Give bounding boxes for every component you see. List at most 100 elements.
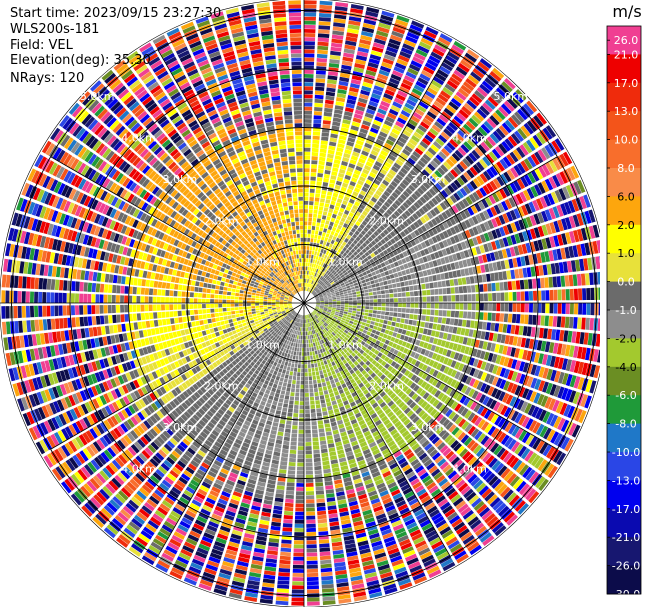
range-gate <box>337 286 342 290</box>
range-gate <box>306 540 317 545</box>
range-gate <box>341 123 350 129</box>
range-gate <box>365 392 372 399</box>
range-gate <box>330 320 335 325</box>
range-gate <box>429 537 441 546</box>
range-gate <box>292 577 304 582</box>
range-gate <box>513 245 520 256</box>
range-gate <box>470 71 482 82</box>
range-gate <box>398 401 406 409</box>
range-gate <box>553 289 558 301</box>
range-gate <box>318 280 322 284</box>
range-gate <box>506 473 517 485</box>
range-gate <box>371 217 377 224</box>
range-gate <box>289 400 294 405</box>
range-gate <box>298 339 301 344</box>
range-gate <box>304 172 310 177</box>
range-gate <box>426 430 435 439</box>
range-gate <box>343 353 348 359</box>
range-gate <box>335 311 340 314</box>
range-gate <box>397 372 404 380</box>
range-gate <box>281 539 292 544</box>
range-gate <box>525 242 532 253</box>
range-gate <box>304 384 309 389</box>
range-gate <box>330 338 335 343</box>
range-gate <box>308 258 311 263</box>
range-gate <box>404 280 409 286</box>
range-gate <box>315 305 320 307</box>
range-gate <box>328 317 333 321</box>
range-gate <box>304 205 309 209</box>
range-gate <box>326 336 331 341</box>
range-gate <box>454 403 462 412</box>
range-gate <box>492 303 497 311</box>
range-gate <box>306 343 309 348</box>
range-gate <box>311 367 315 372</box>
range-gate <box>355 326 360 331</box>
range-gate <box>347 167 354 173</box>
range-gate <box>415 339 421 346</box>
range-gate <box>314 98 324 104</box>
range-gate <box>464 386 472 396</box>
range-gate <box>520 291 525 301</box>
range-gate <box>317 45 329 51</box>
range-gate <box>270 463 279 469</box>
range-gate <box>487 411 496 422</box>
range-gate <box>355 236 361 242</box>
range-gate <box>546 264 552 275</box>
range-gate <box>463 311 468 319</box>
range-gate <box>408 196 416 204</box>
range-gate <box>359 190 367 196</box>
range-gate <box>360 35 373 42</box>
range-gate <box>387 425 396 433</box>
range-gate <box>305 433 312 438</box>
range-gate <box>484 513 496 524</box>
range-gate <box>403 228 410 235</box>
range-gate <box>543 328 548 339</box>
range-gate <box>304 110 312 115</box>
range-gate <box>438 478 449 487</box>
range-gate <box>416 187 425 195</box>
range-gate <box>388 216 395 223</box>
range-gate <box>478 340 484 349</box>
range-gate <box>428 376 435 384</box>
range-gate <box>549 303 554 314</box>
range-gate <box>379 319 384 324</box>
range-gate <box>314 90 324 96</box>
range-gate <box>387 358 393 365</box>
range-gate <box>356 51 369 58</box>
range-gate <box>375 175 383 182</box>
range-gate <box>488 374 495 385</box>
range-gate <box>503 407 512 418</box>
range-gate <box>382 123 392 131</box>
range-gate <box>315 486 324 491</box>
range-gate <box>393 177 401 185</box>
range-gate <box>410 91 421 100</box>
range-gate <box>486 136 497 147</box>
range-gate <box>383 320 388 325</box>
range-gate <box>459 294 464 302</box>
range-gate <box>453 234 460 243</box>
range-gate <box>276 363 281 368</box>
range-gate <box>482 102 493 113</box>
range-gate <box>483 120 494 132</box>
range-gate <box>339 321 344 325</box>
range-gate <box>317 379 321 384</box>
range-gate <box>480 435 490 446</box>
range-gate <box>345 267 350 272</box>
range-gate <box>507 116 519 129</box>
range-gate <box>557 303 562 314</box>
range-gate <box>324 364 329 369</box>
range-gate <box>411 20 425 29</box>
range-gate <box>569 303 574 315</box>
range-gate <box>457 319 463 327</box>
range-gate <box>306 327 309 332</box>
range-gate <box>518 325 524 336</box>
range-gate <box>453 459 463 469</box>
range-gate <box>340 392 346 398</box>
range-gate <box>524 255 530 266</box>
range-gate <box>431 227 438 235</box>
range-gate <box>410 303 415 308</box>
range-gate <box>370 445 379 452</box>
range-gate <box>319 265 323 270</box>
range-gate <box>407 172 415 181</box>
